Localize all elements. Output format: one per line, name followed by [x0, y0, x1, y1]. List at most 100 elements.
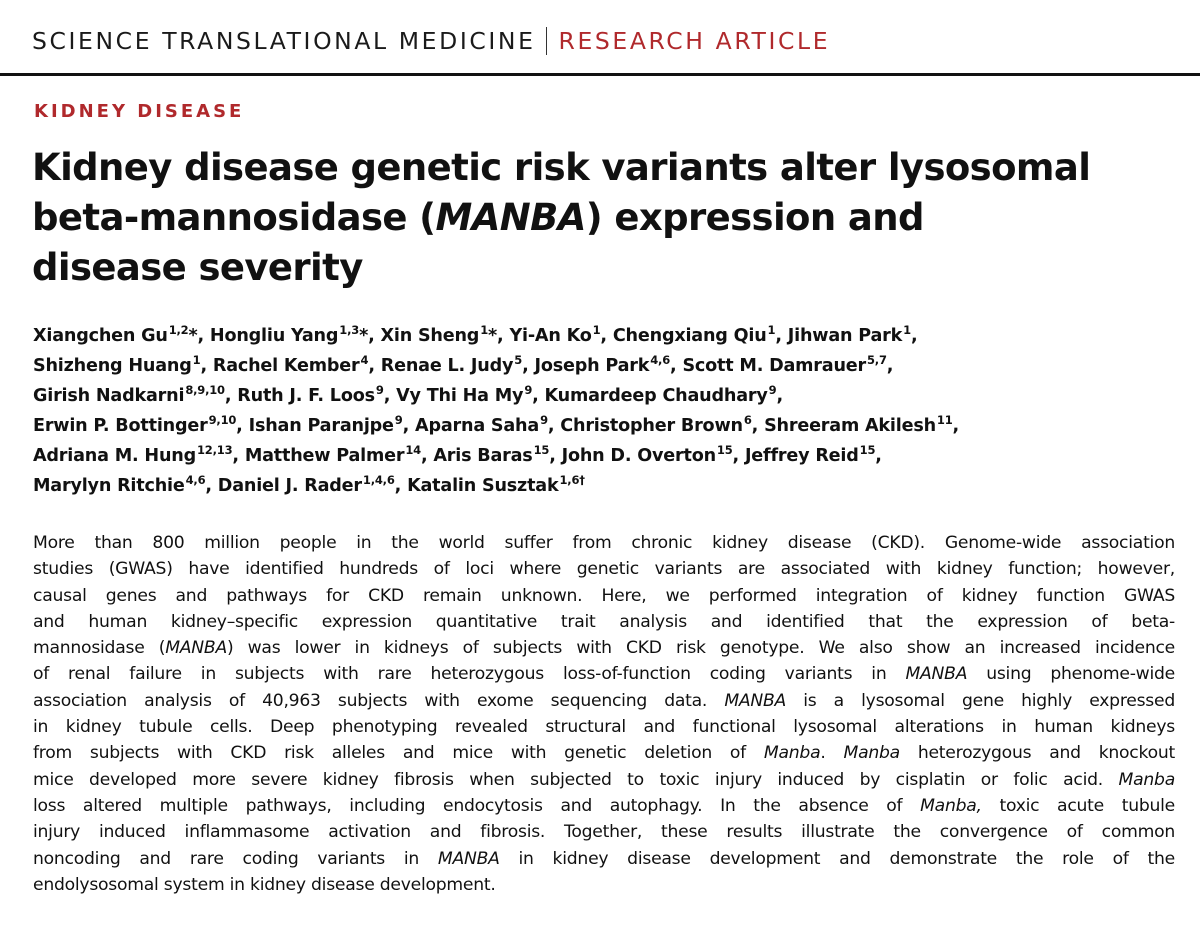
title-line-2-prefix: beta-mannosidase (	[32, 196, 436, 239]
author-separator: ,	[368, 356, 381, 376]
abstract-text: endolysosomal system in kidney disease d…	[33, 874, 496, 895]
author-affiliation: 12,13	[197, 443, 233, 457]
author-equal-contribution-mark: *	[359, 326, 369, 346]
author-separator: ,	[394, 476, 408, 496]
author-affiliation: 9	[768, 383, 777, 397]
author-separator: ,	[402, 416, 416, 436]
abstract-text: loss altered multiple pathways, includin…	[33, 795, 921, 816]
header-divider	[545, 27, 547, 55]
abstract-line: More than 800 million people in the worl…	[33, 530, 1175, 556]
author-separator: ,	[775, 326, 788, 346]
author-name: Adriana M. Hung	[33, 446, 196, 466]
author-name: Girish Nadkarni	[33, 386, 185, 406]
author-separator: ,	[751, 416, 765, 436]
author-line: Xiangchen Gu1,2*, Hongliu Yang1,3*, Xin …	[33, 321, 1173, 351]
title-line-1: Kidney disease genetic risk variants alt…	[32, 146, 1091, 189]
author-affiliation: 8,9,10	[185, 383, 225, 397]
abstract-text: ) was lower in kidneys of subjects with …	[226, 638, 1175, 659]
author-affiliation: 9	[394, 413, 403, 427]
author-name: Erwin P. Bottinger	[33, 416, 208, 436]
author-affiliation: 5	[514, 353, 523, 367]
title-gene-name: MANBA	[435, 196, 586, 239]
abstract-text: association analysis of 40,963 subjects …	[33, 690, 725, 711]
abstract-text: heterozygous and knockout	[899, 743, 1175, 764]
author-list: Xiangchen Gu1,2*, Hongliu Yang1,3*, Xin …	[33, 321, 1173, 501]
abstract-text: in kidney disease development and demons…	[499, 848, 1176, 869]
author-separator: ,	[532, 386, 545, 406]
abstract-line: of renal failure in subjects with rare h…	[33, 661, 1175, 687]
author-name: Yi-An Ko	[509, 326, 592, 346]
author-affiliation: 1	[767, 323, 776, 337]
author-separator: ,	[670, 356, 683, 376]
author-name: Marylyn Ritchie	[33, 476, 185, 496]
author-affiliation: 9	[375, 383, 384, 397]
abstract-line: mannosidase (MANBA) was lower in kidneys…	[33, 635, 1175, 661]
author-separator: ,	[547, 416, 561, 436]
author-affiliation: 1	[592, 323, 601, 337]
author-name: John D. Overton	[561, 446, 716, 466]
author-name: Shreeram Akilesh	[764, 416, 936, 436]
author-name: Matthew Palmer	[244, 446, 405, 466]
author-name: Chengxiang Qiu	[612, 326, 767, 346]
author-name: Xin Sheng	[380, 326, 480, 346]
abstract-text: using phenome-wide	[967, 664, 1176, 685]
abstract-text: mannosidase (	[33, 638, 166, 659]
author-affiliation: 1,6†	[559, 473, 585, 487]
abstract-text: toxic acute tubule	[981, 795, 1175, 816]
author-line: Girish Nadkarni8,9,10, Ruth J. F. Loos9,…	[33, 381, 1173, 411]
header-rule	[0, 73, 1200, 76]
section-label: KIDNEY DISEASE	[34, 101, 245, 122]
abstract-text: noncoding and rare coding variants in	[33, 848, 438, 869]
author-separator: ,	[368, 326, 381, 346]
author-affiliation: 1	[192, 353, 201, 367]
author-name: Shizheng Huang	[33, 356, 192, 376]
author-separator: ,	[600, 326, 613, 346]
author-affiliation: 4	[360, 353, 369, 367]
author-separator: ,	[776, 386, 783, 406]
title-line-3: disease severity	[32, 246, 363, 289]
author-separator: ,	[910, 326, 918, 346]
gene-name: Manba	[763, 743, 821, 764]
abstract-text: More than 800 million people in the worl…	[33, 533, 1175, 553]
author-name: Aris Baras	[433, 446, 533, 466]
author-name: Ishan Paranjpe	[248, 416, 394, 436]
abstract-line: and human kidney–specific expression qua…	[33, 609, 1175, 635]
gene-name: Manba	[1118, 769, 1176, 790]
author-name: Scott M. Damrauer	[682, 356, 866, 376]
author-affiliation: 9	[524, 383, 533, 397]
author-separator: ,	[232, 446, 245, 466]
abstract-text: .	[820, 743, 844, 764]
abstract-line: loss altered multiple pathways, includin…	[33, 793, 1175, 819]
gene-name: MANBA	[437, 848, 500, 869]
author-affiliation: 5,7	[867, 353, 887, 367]
author-name: Aparna Saha	[415, 416, 540, 436]
author-name: Hongliu Yang	[209, 326, 339, 346]
abstract-line: from subjects with CKD risk alleles and …	[33, 740, 1175, 766]
abstract-text: in kidney tubule cells. Deep phenotyping…	[33, 717, 1175, 738]
abstract-text: causal genes and pathways for CKD remain…	[33, 585, 1175, 606]
abstract-line: studies (GWAS) have identified hundreds …	[33, 556, 1175, 582]
author-affiliation: 9,10	[208, 413, 237, 427]
author-name: Rachel Kember	[212, 356, 360, 376]
author-affiliation: 14	[405, 443, 421, 457]
article-type: RESEARCH ARTICLE	[558, 27, 831, 55]
gene-name: MANBA	[724, 690, 787, 711]
abstract-text: of renal failure in subjects with rare h…	[33, 664, 906, 685]
author-name: Kumardeep Chaudhary	[544, 386, 768, 406]
abstract-text: from subjects with CKD risk alleles and …	[33, 743, 764, 764]
abstract-text: studies (GWAS) have identified hundreds …	[33, 559, 1175, 580]
author-separator: ,	[886, 356, 894, 376]
author-affiliation: 1,2	[168, 323, 189, 337]
gene-name: MANBA	[905, 664, 968, 685]
author-separator: ,	[875, 446, 882, 466]
abstract-line: endolysosomal system in kidney disease d…	[33, 872, 1175, 898]
gene-name: Manba,	[920, 795, 982, 816]
article-title: Kidney disease genetic risk variants alt…	[32, 143, 1182, 293]
abstract-text: and human kidney–specific expression qua…	[33, 611, 1175, 632]
abstract-line: in kidney tubule cells. Deep phenotyping…	[33, 714, 1175, 740]
abstract-line: causal genes and pathways for CKD remain…	[33, 583, 1175, 609]
abstract-text: injury induced inflammasome activation a…	[33, 822, 1175, 843]
author-line: Adriana M. Hung12,13, Matthew Palmer14, …	[33, 441, 1173, 471]
author-affiliation: 4,6	[185, 473, 206, 487]
